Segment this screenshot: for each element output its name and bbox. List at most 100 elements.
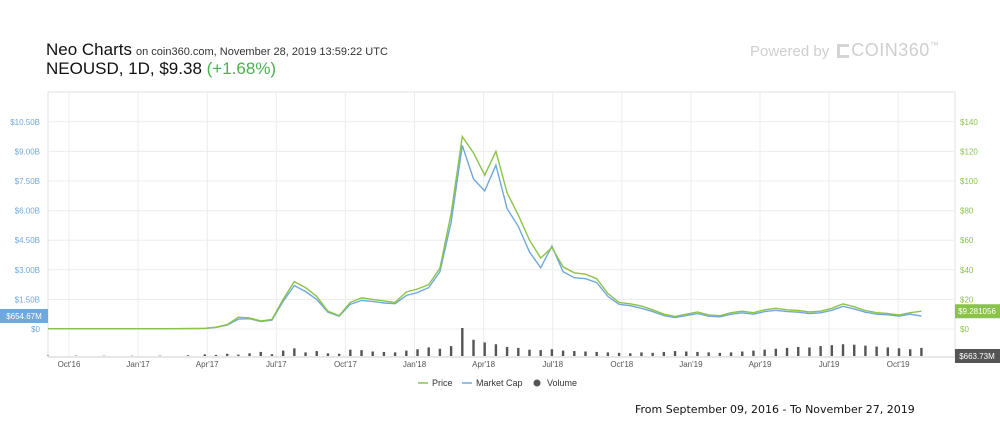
powered-by[interactable]: Powered by COIN360™ bbox=[750, 40, 939, 61]
volume-bar[interactable] bbox=[864, 345, 867, 356]
x-tick-label: Oct'16 bbox=[58, 360, 81, 369]
volume-bar[interactable] bbox=[293, 348, 296, 356]
volume-bar[interactable] bbox=[483, 342, 486, 356]
volume-bar[interactable] bbox=[696, 351, 699, 356]
volume-bar[interactable] bbox=[304, 352, 307, 356]
volume-bar[interactable] bbox=[819, 346, 822, 356]
volume-bar[interactable] bbox=[349, 349, 352, 356]
volume-bar[interactable] bbox=[886, 347, 890, 356]
powered-by-text: Powered by bbox=[750, 43, 830, 60]
volume-bar[interactable] bbox=[763, 349, 766, 356]
legend-item-market-cap[interactable]: Market Cap bbox=[476, 378, 523, 388]
volume-bar[interactable] bbox=[729, 352, 733, 356]
left-tick-label: $1.50B bbox=[15, 295, 40, 304]
volume-bar[interactable] bbox=[920, 347, 923, 356]
volume-bar[interactable] bbox=[203, 354, 206, 356]
volume-bar[interactable] bbox=[248, 353, 251, 356]
volume-bar[interactable] bbox=[629, 353, 632, 356]
plot-frame bbox=[47, 91, 956, 358]
left-tick-label: $0 bbox=[31, 325, 40, 334]
volume-bar[interactable] bbox=[326, 353, 330, 356]
right-tick-label: $120 bbox=[960, 147, 978, 156]
legend-item-price[interactable]: Price bbox=[432, 378, 453, 388]
volume-bar[interactable] bbox=[718, 352, 722, 356]
left-tick-label: $10.50B bbox=[10, 118, 40, 127]
volume-bar[interactable] bbox=[405, 350, 408, 356]
pair-price: NEOUSD, 1D, $9.38 bbox=[46, 59, 202, 78]
chart-title-text: Neo Charts bbox=[46, 40, 132, 59]
right-tick-label: $0 bbox=[960, 325, 969, 334]
volume-bar[interactable] bbox=[897, 348, 901, 356]
volume-bar[interactable] bbox=[752, 350, 755, 356]
volume-bar[interactable] bbox=[875, 346, 878, 356]
x-tick-label: Jul'18 bbox=[542, 360, 563, 369]
volume-bar[interactable] bbox=[573, 351, 576, 356]
volume-bar[interactable] bbox=[640, 352, 643, 356]
volume-bar[interactable] bbox=[662, 351, 666, 356]
volume-bar[interactable] bbox=[438, 348, 442, 356]
x-tick-label: Jan'17 bbox=[126, 360, 150, 369]
volume-bar[interactable] bbox=[270, 354, 274, 356]
trademark: ™ bbox=[929, 40, 939, 50]
volume-bar[interactable] bbox=[315, 351, 318, 356]
volume-bar[interactable] bbox=[337, 353, 341, 356]
volume-bar[interactable] bbox=[584, 351, 587, 356]
volume-bar[interactable] bbox=[606, 352, 610, 356]
volume-bar[interactable] bbox=[237, 354, 240, 356]
market-cap-line[interactable] bbox=[48, 145, 922, 330]
right-tick-label: $80 bbox=[960, 207, 974, 216]
volume-bar[interactable] bbox=[550, 349, 554, 356]
volume-bar[interactable] bbox=[841, 344, 845, 356]
volume-bar[interactable] bbox=[259, 351, 262, 356]
volume-bar[interactable] bbox=[909, 349, 912, 356]
volume-bar[interactable] bbox=[785, 347, 789, 356]
x-tick-label: Apr'18 bbox=[472, 360, 495, 369]
volume-bar[interactable] bbox=[494, 344, 498, 356]
volume-bar[interactable] bbox=[517, 347, 520, 356]
volume-current-tag bbox=[955, 349, 1000, 363]
volume-bar[interactable] bbox=[528, 349, 531, 356]
volume-bar[interactable] bbox=[797, 346, 800, 356]
volume-bar[interactable] bbox=[505, 346, 509, 356]
x-tick-label: Apr'19 bbox=[749, 360, 772, 369]
volume-bar[interactable] bbox=[685, 351, 688, 356]
chart-source: on coin360.com, November 28, 2019 13:59:… bbox=[135, 46, 388, 58]
volume-bar[interactable] bbox=[741, 351, 744, 356]
volume-bar[interactable] bbox=[853, 344, 856, 356]
x-tick-label: Jul'17 bbox=[266, 360, 287, 369]
x-tick-label: Jul'19 bbox=[819, 360, 840, 369]
volume-bar[interactable] bbox=[214, 354, 218, 356]
volume-bar[interactable] bbox=[617, 352, 621, 356]
volume-bar[interactable] bbox=[673, 351, 677, 356]
volume-bar[interactable] bbox=[707, 352, 710, 356]
volume-bar[interactable] bbox=[382, 351, 386, 356]
volume-bar[interactable] bbox=[225, 353, 229, 356]
legend-item-volume[interactable]: Volume bbox=[547, 378, 577, 388]
coin360-logo-icon bbox=[837, 44, 850, 58]
left-tick-label: $4.50B bbox=[15, 236, 40, 245]
right-tick-label: $140 bbox=[960, 118, 978, 127]
x-tick-label: Jan'19 bbox=[679, 360, 703, 369]
volume-bar[interactable] bbox=[186, 355, 190, 356]
volume-bar[interactable] bbox=[371, 351, 374, 356]
volume-bar[interactable] bbox=[472, 339, 475, 356]
volume-bar[interactable] bbox=[808, 347, 811, 356]
volume-bar[interactable] bbox=[360, 350, 363, 356]
chart-title: Neo Charts on coin360.com, November 28, 2… bbox=[46, 40, 388, 60]
volume-bar[interactable] bbox=[774, 348, 778, 356]
volume-bar[interactable] bbox=[449, 346, 453, 356]
price-change: (+1.68%) bbox=[206, 59, 277, 78]
volume-bar[interactable] bbox=[651, 352, 654, 356]
volume-bar[interactable] bbox=[561, 350, 565, 356]
volume-bar[interactable] bbox=[427, 347, 430, 356]
volume-bar[interactable] bbox=[281, 350, 285, 356]
volume-bar[interactable] bbox=[393, 352, 397, 356]
volume-bar[interactable] bbox=[830, 345, 834, 356]
volume-bar[interactable] bbox=[595, 351, 598, 356]
volume-bar[interactable] bbox=[539, 350, 542, 356]
right-tick-label: $20 bbox=[960, 295, 974, 304]
volume-bar[interactable] bbox=[461, 328, 464, 356]
volume-bar[interactable] bbox=[416, 349, 419, 356]
price-line[interactable] bbox=[48, 134, 922, 330]
